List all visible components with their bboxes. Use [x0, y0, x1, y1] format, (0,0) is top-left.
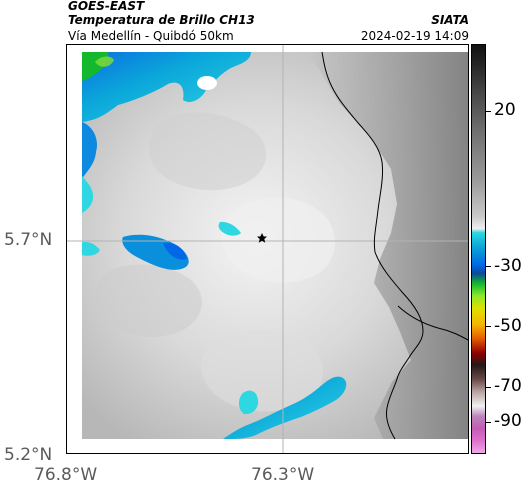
gray-texture-1 [149, 112, 267, 191]
colorbar-label-m30: -30 [494, 256, 522, 276]
cloud-blue-left-edge [82, 122, 97, 179]
lat-label-5-2: 5.2°N [4, 445, 53, 465]
marker-star-icon [257, 233, 267, 243]
cloud-blue-top [82, 52, 251, 122]
title-line-1: GOES-EAST [68, 0, 145, 13]
cloud-band-middle-3 [218, 221, 241, 236]
colorbar-tick-m30 [485, 266, 491, 267]
colorbar [471, 44, 491, 454]
colorbar-tick-m90 [485, 422, 491, 423]
east-darker-region [305, 52, 468, 439]
subtitle: Vía Medellín - Quibdó 50km [68, 29, 234, 43]
lat-label-5-7: 5.7°N [4, 230, 53, 250]
colorbar-tick-m50 [485, 326, 491, 327]
map-canvas [67, 45, 468, 453]
cloud-band-bottom-tail [238, 390, 259, 415]
lon-label-76-3: 76.3°W [251, 465, 315, 485]
colorbar-tick-20 [485, 111, 491, 112]
colorbar-label-m70: -70 [494, 376, 522, 396]
cloud-band-middle-4 [163, 242, 187, 260]
colorbar-label-m90: -90 [494, 411, 522, 431]
map-frame [66, 44, 469, 454]
colorbar-gradient [471, 44, 486, 454]
lon-label-76-8: 76.8°W [34, 465, 98, 485]
cloud-white-hole [197, 76, 217, 90]
colorbar-label-20: 20 [494, 100, 516, 120]
title-line-2: Temperatura de Brillo CH13 [68, 13, 255, 27]
cloud-band-middle-2 [82, 241, 100, 256]
cloud-blue-left-tail [82, 176, 94, 213]
gray-texture-3 [95, 264, 202, 337]
cloud-band-bottom [223, 376, 347, 439]
border-line-branch [397, 305, 468, 341]
border-line [321, 51, 424, 440]
cloud-green-top-2 [95, 56, 114, 67]
timestamp: 2024-02-19 14:09 [360, 29, 469, 43]
colorbar-tick-m70 [485, 387, 491, 388]
colorbar-label-m50: -50 [494, 316, 522, 336]
gray-texture-4 [201, 329, 324, 412]
gray-texture-2 [221, 197, 336, 283]
org-name: SIATA [431, 13, 469, 27]
